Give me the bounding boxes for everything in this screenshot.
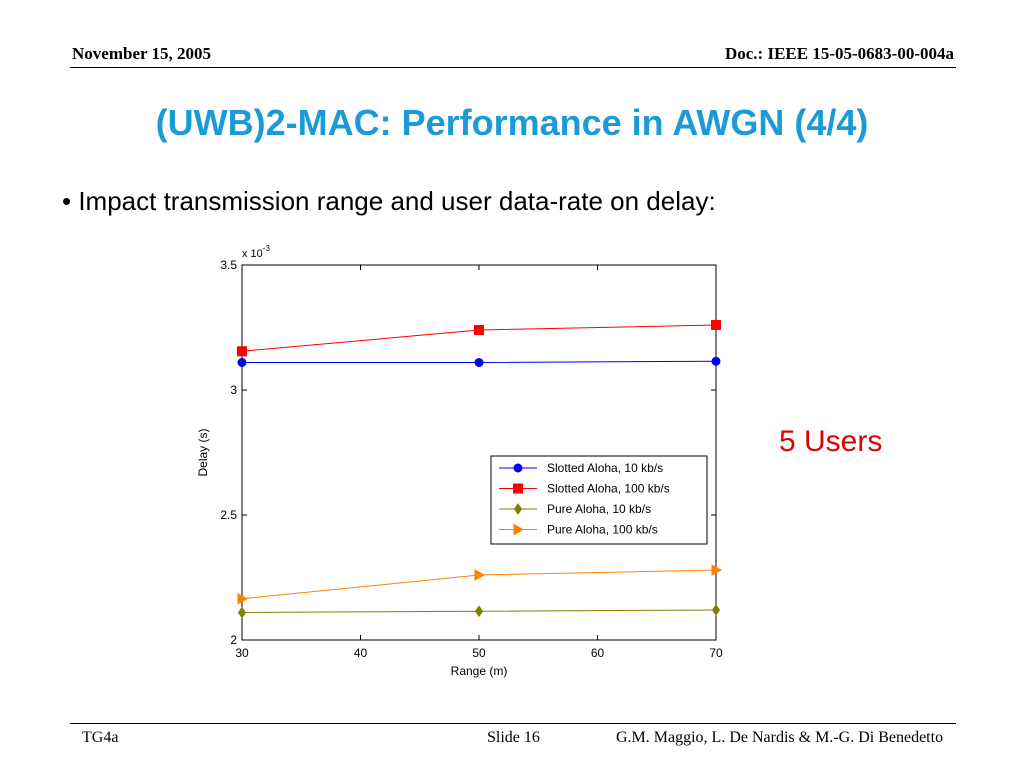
plot-area: [241, 264, 717, 641]
x-tick-label: 50: [472, 646, 486, 660]
data-point: [474, 569, 486, 581]
x-tick-label: 70: [709, 646, 723, 660]
y-multiplier-exponent: -3: [263, 244, 271, 253]
legend-marker: [513, 463, 523, 473]
legend-marker: [513, 503, 523, 515]
y-tick-label: 3.5: [220, 258, 237, 272]
legend-marker: [513, 483, 523, 494]
x-tick-label: 40: [354, 646, 368, 660]
header-date: November 15, 2005: [72, 44, 211, 63]
legend-label: Pure Aloha, 100 kb/s: [547, 523, 658, 537]
data-point: [711, 356, 721, 366]
footer-slide-number: Slide 16: [487, 729, 540, 746]
x-axis-label: Range (m): [451, 664, 508, 678]
data-point: [237, 606, 247, 619]
y-tick-label: 3: [230, 383, 237, 397]
data-point: [237, 358, 247, 367]
data-point: [711, 320, 721, 330]
footer-authors: G.M. Maggio, L. De Nardis & M.-G. Di Ben…: [616, 729, 944, 746]
data-point: [237, 346, 247, 357]
data-point: [474, 605, 484, 618]
x-tick-label: 60: [591, 646, 605, 660]
data-point: [474, 325, 484, 335]
footer-group: TG4a: [82, 729, 119, 746]
header-doc-id: Doc.: IEEE 15-05-0683-00-004a: [724, 44, 954, 63]
data-point: [711, 604, 721, 616]
legend-label: Slotted Aloha, 100 kb/s: [547, 482, 670, 496]
y-multiplier-label: x 10-3: [242, 244, 270, 260]
data-point: [474, 358, 484, 367]
legend-marker: [513, 523, 525, 536]
users-note: 5 Users: [779, 425, 883, 458]
legend-label: Slotted Aloha, 10 kb/s: [547, 461, 663, 475]
data-point: [711, 564, 723, 576]
y-axis-label: Delay (s): [196, 428, 210, 476]
y-tick-label: 2: [230, 633, 237, 647]
legend-label: Pure Aloha, 10 kb/s: [547, 502, 651, 516]
y-tick-label: 2.5: [220, 508, 237, 522]
header-rule: [70, 67, 956, 68]
slide-title: (UWB)2-MAC: Performance in AWGN (4/4): [155, 102, 869, 143]
x-tick-label: 30: [235, 646, 249, 660]
bullet-text: • Impact transmission range and user dat…: [62, 186, 716, 216]
footer-rule: [70, 723, 956, 724]
data-point: [237, 592, 249, 605]
